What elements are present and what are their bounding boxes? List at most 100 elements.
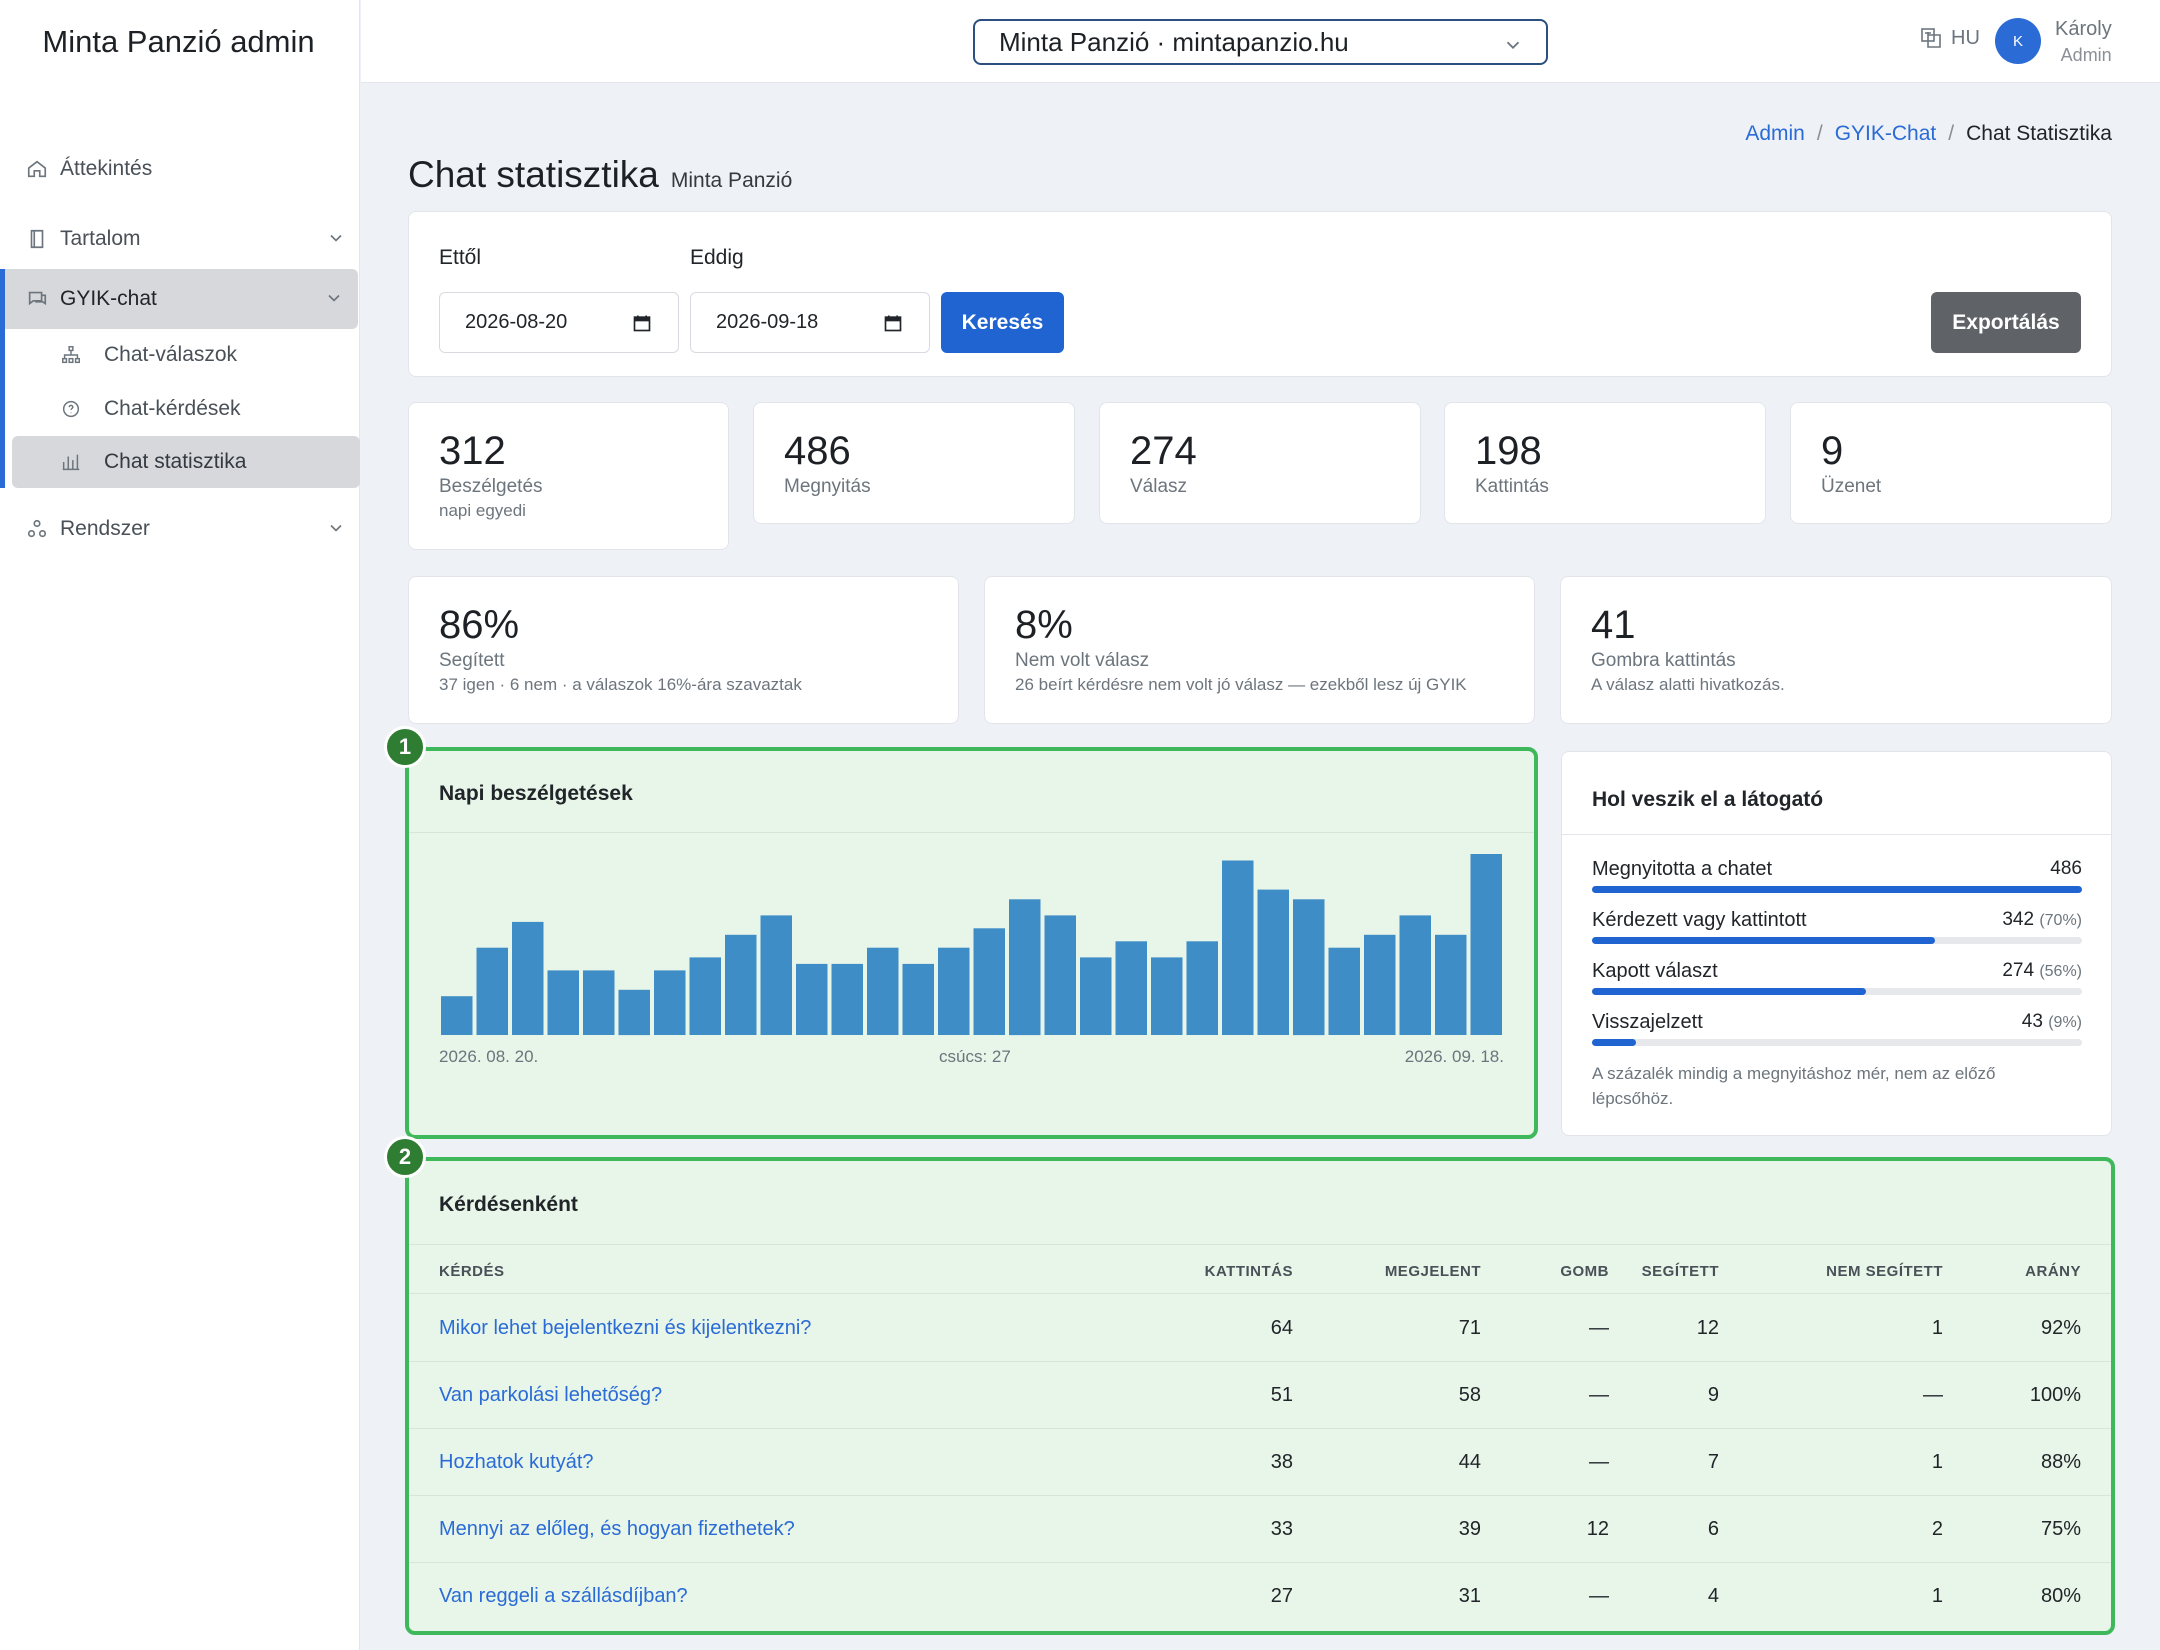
question-link[interactable]: Mennyi az előleg, és hogyan fizethetek? (439, 1518, 795, 1540)
chart-bar (1009, 899, 1041, 1036)
question-link[interactable]: Van reggeli a szállásdíjban? (439, 1585, 688, 1607)
site-select[interactable]: Minta Panzió · mintapanzio.hu (973, 19, 1548, 65)
chart-bar (1257, 889, 1289, 1035)
to-date-input[interactable]: 2026-09-18 (690, 292, 930, 353)
avatar[interactable]: K (1995, 18, 2041, 64)
column-header-button[interactable]: GOMB (1560, 1263, 1609, 1280)
column-header-ratio[interactable]: ARÁNY (2025, 1263, 2081, 1280)
stat-card-answers: 274 Válasz (1099, 402, 1421, 524)
user-name: Károly (2055, 18, 2112, 40)
sidebar-subitem-chat-valaszok[interactable]: Chat-válaszok (12, 329, 360, 381)
funnel-row: Megnyitotta a chatet 486 (1592, 858, 2082, 893)
stat-card-clicks: 198 Kattintás (1444, 402, 1766, 524)
chevron-down-icon (324, 288, 344, 308)
funnel-card: Hol veszik el a látogató Megnyitotta a c… (1561, 751, 2112, 1136)
chart-bar (831, 963, 863, 1035)
funnel-label: Kérdezett vagy kattintott (1592, 909, 1807, 931)
sidebar-item-label: Chat-válaszok (104, 343, 238, 366)
sidebar-item-gyik-chat[interactable]: GYIK-chat (0, 269, 358, 329)
table-row: Mennyi az előleg, és hogyan fizethetek? 3… (409, 1496, 2111, 1563)
column-header-clicks[interactable]: KATTINTÁS (1204, 1263, 1293, 1280)
chat-icon (26, 288, 48, 310)
column-header-helped[interactable]: SEGÍTETT (1641, 1263, 1719, 1280)
user-info[interactable]: Károly Admin (2055, 16, 2112, 68)
panel-divider (1562, 834, 2111, 835)
search-button[interactable]: Keresés (941, 292, 1064, 353)
calendar-icon[interactable] (632, 313, 652, 333)
from-date-input[interactable]: 2026-08-20 (439, 292, 679, 353)
app-brand: Minta Panzió admin (42, 23, 315, 59)
table-cell: 39 (1458, 1518, 1481, 1540)
chart-bar (867, 947, 899, 1035)
chart-bar (938, 947, 970, 1035)
kpi-card-helped: 86% Segített 37 igen · 6 nem · a válaszo… (408, 576, 959, 724)
stat-value: 312 (439, 429, 506, 473)
breadcrumb-link-gyik-chat[interactable]: GYIK-Chat (1834, 122, 1937, 145)
question-link[interactable]: Van parkolási lehetőség? (439, 1384, 663, 1406)
table-cell: 31 (1458, 1585, 1481, 1607)
table-cell: — (1923, 1384, 1943, 1406)
book-icon (26, 228, 48, 250)
table-cell: 92% (2040, 1317, 2081, 1339)
table-cell: 64 (1270, 1317, 1293, 1339)
table-row: Hozhatok kutyát? 38 44 — 7 1 88% (409, 1429, 2111, 1496)
breadcrumb-separator: / (1948, 122, 1955, 145)
table-cell: — (1589, 1384, 1609, 1406)
funnel-percent: (70%) (2039, 912, 2082, 929)
funnel-value-group: 274 (56%) (2002, 960, 2082, 982)
funnel-value-group: 43 (9%) (2022, 1011, 2082, 1033)
funnel-label: Visszajelzett (1592, 1011, 1703, 1033)
chart-bar (760, 915, 792, 1035)
panel-title: Hol veszik el a látogató (1592, 788, 1824, 811)
funnel-row: Visszajelzett 43 (9%) (1592, 1011, 2082, 1046)
funnel-fill (1592, 886, 2082, 893)
chart-bar (902, 963, 934, 1035)
table-cell: 1 (1931, 1317, 1943, 1339)
table-cell: 12 (1696, 1317, 1719, 1339)
from-date-value: 2026-08-20 (465, 311, 568, 333)
table-cell: 80% (2040, 1585, 2081, 1607)
kpi-label: Gombra kattintás (1591, 650, 1736, 671)
page-subtitle: Minta Panzió (670, 169, 793, 192)
column-header-not-helped[interactable]: NEM SEGÍTETT (1826, 1263, 1943, 1280)
table-cell: — (1589, 1585, 1609, 1607)
kpi-card-no-answer: 8% Nem volt válasz 26 beírt kérdésre nem… (984, 576, 1535, 724)
sidebar-item-tartalom[interactable]: Tartalom (0, 209, 360, 269)
language-switch[interactable]: HU (1919, 26, 1980, 50)
question-link[interactable]: Hozhatok kutyát? (439, 1451, 594, 1473)
table-cell: 7 (1707, 1451, 1719, 1473)
chart-bar (476, 947, 508, 1035)
kpi-hint: 26 beírt kérdésre nem volt jó válasz — e… (1015, 675, 1467, 694)
export-button[interactable]: Exportálás (1931, 292, 2081, 353)
funnel-value: 274 (2002, 960, 2035, 981)
breadcrumb-link-admin[interactable]: Admin (1745, 122, 1805, 145)
chart-bar (547, 970, 579, 1035)
question-circle-icon (60, 398, 82, 420)
chart-bar (1080, 957, 1112, 1035)
kpi-hint: A válasz alatti hivatkozás. (1591, 675, 1785, 694)
funnel-fill (1592, 937, 1935, 944)
funnel-note: A százalék mindig a megnyitáshoz mér, ne… (1592, 1064, 1996, 1108)
chart-bar (512, 921, 544, 1035)
column-header-question[interactable]: KÉRDÉS (439, 1263, 505, 1280)
daily-conversations-card: Napi beszélgetések 2026. 08. 20. csúcs: … (405, 747, 1538, 1139)
funnel-row: Kapott választ 274 (56%) (1592, 960, 2082, 995)
sidebar-subitem-chat-statisztika[interactable]: Chat statisztika (12, 436, 360, 488)
column-header-shown[interactable]: MEGJELENT (1384, 1263, 1481, 1280)
table-cell: 71 (1458, 1317, 1481, 1339)
breadcrumb: Admin / GYIK-Chat / Chat Statisztika (1745, 122, 2112, 146)
to-label: Eddig (690, 246, 744, 269)
kpi-label: Nem volt válasz (1015, 650, 1150, 671)
kpi-value: 86% (439, 603, 520, 647)
sidebar-item-rendszer[interactable]: Rendszer (0, 499, 360, 559)
question-link[interactable]: Mikor lehet bejelentkezni és kijelentkez… (439, 1317, 812, 1339)
sitemap-icon (60, 344, 82, 366)
breadcrumb-separator: / (1816, 122, 1823, 145)
table-cell: 58 (1458, 1384, 1481, 1406)
sidebar-item-attekintes[interactable]: Áttekintés (0, 139, 360, 199)
calendar-icon[interactable] (883, 313, 903, 333)
questions-table-card: Kérdésenként KÉRDÉS KATTINTÁS MEGJELENT … (405, 1157, 2115, 1635)
sidebar-subitem-chat-kerdesek[interactable]: Chat-kérdések (12, 383, 360, 435)
table-cell: 27 (1270, 1585, 1293, 1607)
funnel-value: 486 (2050, 858, 2082, 879)
